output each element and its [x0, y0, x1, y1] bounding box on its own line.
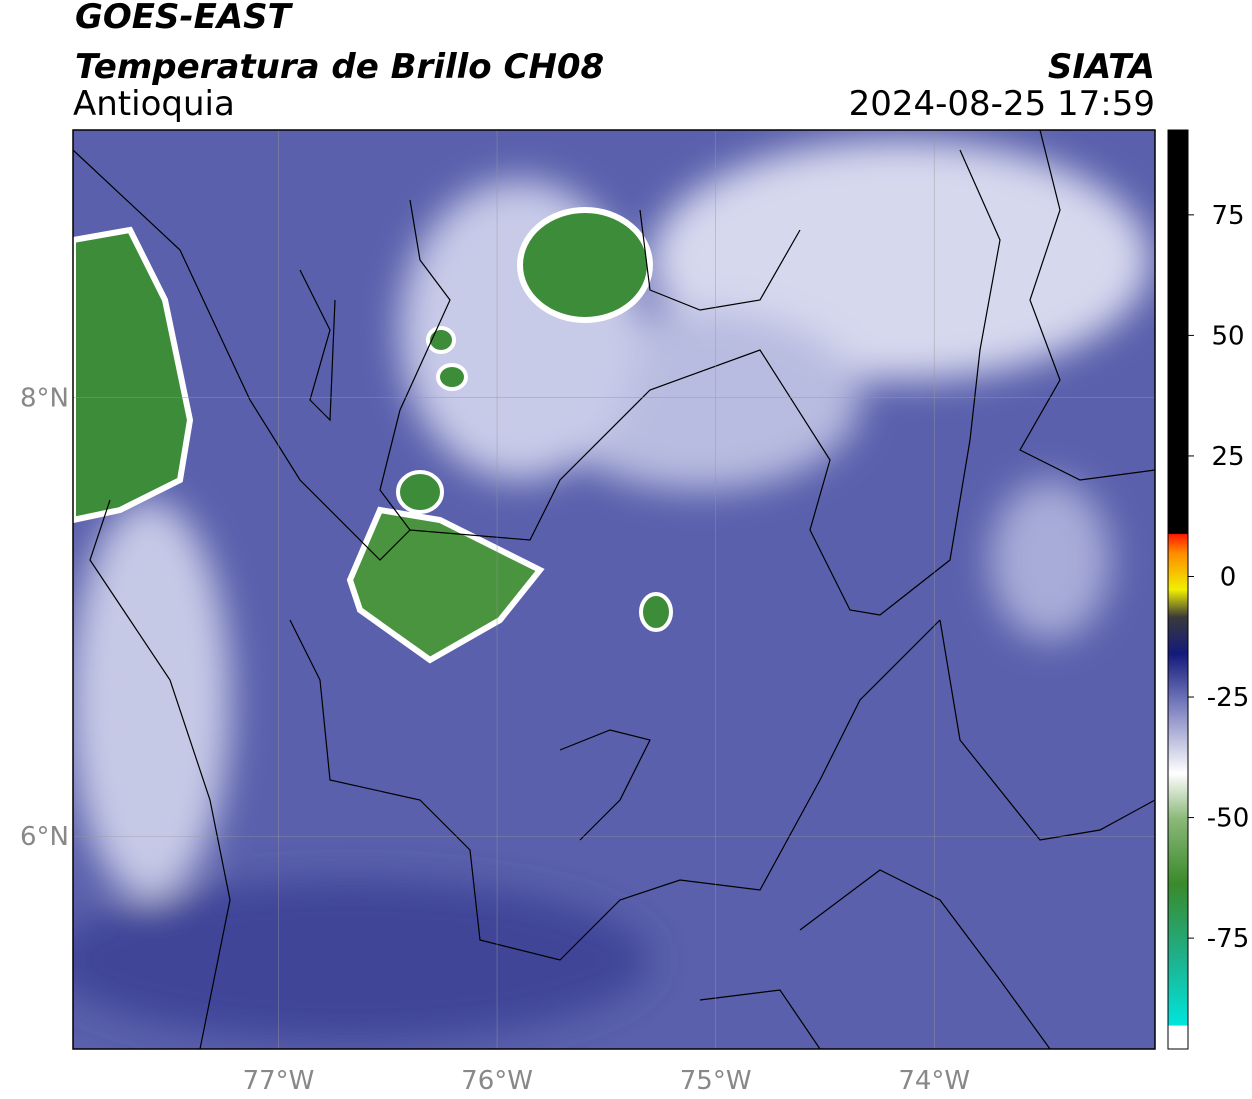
lon-tick-label: 77°W	[243, 1066, 315, 1096]
source: SIATA	[1048, 47, 1155, 87]
colorbar-tick-label: -25	[1207, 683, 1249, 713]
graticule	[73, 130, 1155, 1049]
datetime: 2024-08-25 17:59	[849, 84, 1155, 124]
colorbar	[1167, 129, 1189, 1050]
colorbar-tick-label: 0	[1220, 562, 1237, 592]
colorbar-tick-label: 50	[1211, 321, 1244, 351]
lat-tick-label: 6°N	[20, 822, 69, 852]
lon-tick-label: 74°W	[898, 1066, 970, 1096]
lat-tick-label: 8°N	[20, 384, 69, 414]
region: Antioquia	[73, 84, 235, 124]
colorbar-tick-label: -50	[1207, 804, 1249, 834]
colorbar-tick-label: 25	[1211, 442, 1244, 472]
colorbar-tick-label: 75	[1211, 201, 1244, 231]
lon-tick-label: 76°W	[461, 1066, 533, 1096]
lon-tick-label: 75°W	[680, 1066, 752, 1096]
product: Temperatura de Brillo CH08	[75, 47, 604, 87]
map-image	[73, 130, 1155, 1049]
map-frame	[72, 129, 1156, 1050]
colorbar-tick-label: -75	[1207, 924, 1249, 954]
satellite: GOES-EAST	[75, 0, 294, 37]
